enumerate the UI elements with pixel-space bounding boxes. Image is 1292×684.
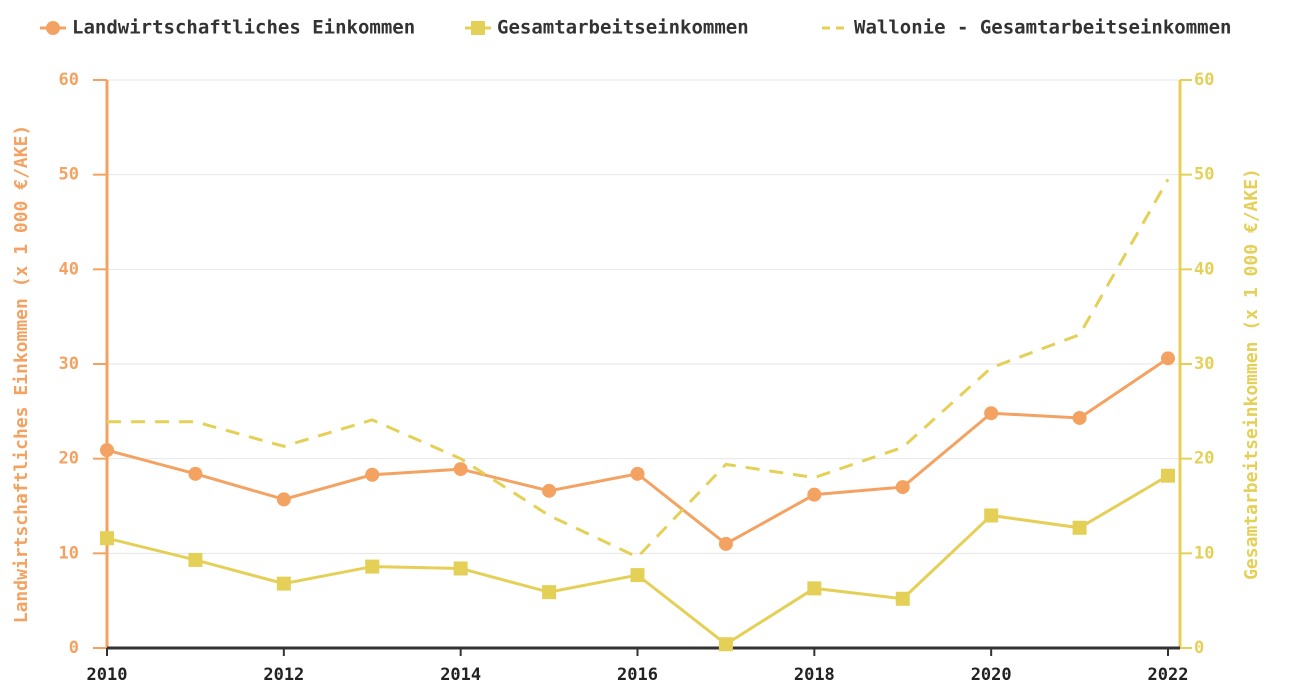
series-line — [107, 178, 1170, 559]
data-point — [630, 466, 645, 481]
data-point — [276, 492, 291, 507]
y-tick-label: 0 — [69, 638, 79, 658]
data-point — [895, 480, 910, 495]
series-line — [106, 357, 1169, 546]
y2-tick-label: 30 — [1194, 354, 1214, 374]
y2-tick-label: 50 — [1194, 165, 1214, 185]
data-point — [188, 552, 203, 567]
y2-tick-label: 0 — [1194, 638, 1204, 658]
data-point — [453, 462, 468, 477]
y-tick-label: 40 — [59, 259, 79, 279]
y-tick-label: 10 — [59, 543, 79, 563]
data-point — [718, 536, 733, 551]
y2-tick-label: 40 — [1194, 259, 1214, 279]
x-tick-label: 2014 — [440, 665, 481, 684]
data-point — [630, 568, 645, 583]
y2-tick-label: 60 — [1194, 70, 1214, 90]
data-point — [1161, 351, 1175, 366]
series-line — [106, 474, 1169, 647]
data-point — [365, 467, 380, 482]
y2-axis-title: Gesamtarbeitseinkommen (x 1 000 €/AKE) — [1241, 168, 1262, 580]
x-tick-label: 2018 — [794, 665, 835, 684]
data-point — [542, 483, 557, 498]
legend-label: Wallonie - Gesamtarbeitseinkommen — [854, 17, 1232, 39]
legend-label: Gesamtarbeitseinkommen — [497, 17, 749, 39]
y-axis-title: Landwirtschaftliches Einkommen (x 1 000 … — [11, 125, 32, 624]
y-tick-label: 60 — [59, 70, 79, 90]
y-tick-label: 30 — [59, 354, 79, 374]
y-tick-label: 50 — [59, 165, 79, 185]
data-point — [276, 576, 291, 591]
x-tick-label: 2012 — [263, 665, 304, 684]
legend-marker — [46, 21, 60, 35]
x-tick-label: 2016 — [617, 665, 658, 684]
x-tick-label: 2010 — [87, 665, 128, 684]
data-point — [100, 443, 114, 458]
data-point — [895, 591, 910, 606]
data-point — [542, 585, 557, 600]
data-point — [1161, 468, 1175, 483]
data-point — [1072, 520, 1087, 535]
data-point — [1072, 410, 1087, 425]
data-point — [807, 581, 822, 596]
data-point — [984, 508, 999, 523]
x-tick-label: 2020 — [971, 665, 1012, 684]
data-point — [188, 466, 203, 481]
data-point — [100, 531, 114, 546]
y2-tick-label: 20 — [1194, 449, 1214, 469]
data-point — [365, 559, 380, 574]
data-point — [718, 637, 733, 652]
y-tick-label: 20 — [59, 449, 79, 469]
legend-marker — [471, 21, 485, 35]
y2-tick-label: 10 — [1194, 543, 1214, 563]
legend-label: Landwirtschaftliches Einkommen — [72, 17, 415, 39]
data-point — [807, 487, 822, 502]
data-point — [453, 561, 468, 576]
x-tick-label: 2022 — [1148, 665, 1189, 684]
data-point — [984, 406, 999, 421]
